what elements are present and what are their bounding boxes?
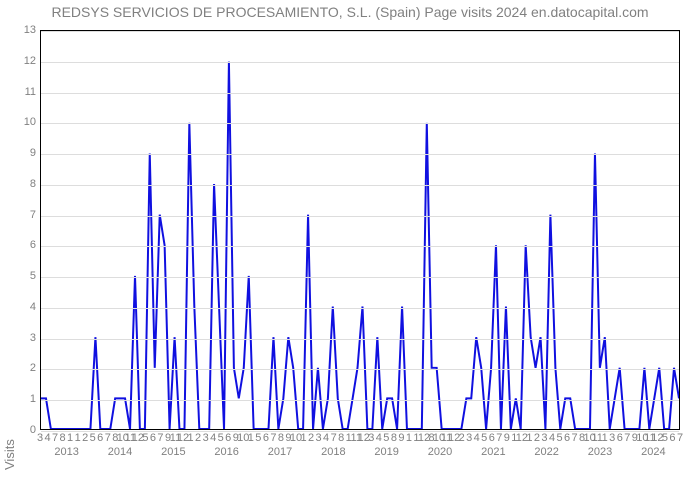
x-tick-minor-label: 6 — [150, 432, 156, 444]
y-tick-label: 5 — [6, 270, 36, 282]
x-tick-minor-label: 8 — [338, 432, 344, 444]
y-tick-label: 3 — [6, 332, 36, 344]
x-tick-minor-label: 8 — [391, 432, 397, 444]
x-tick-minor-label: 4 — [323, 432, 329, 444]
x-tick-minor-label: 5 — [90, 432, 96, 444]
x-tick-minor-label: 7 — [624, 432, 630, 444]
x-tick-minor-label: 7 — [331, 432, 337, 444]
gridline — [41, 216, 679, 217]
x-tick-minor-label: 3 — [316, 432, 322, 444]
gridline — [41, 154, 679, 155]
y-tick-label: 11 — [6, 86, 36, 98]
x-tick-minor-label: 2 — [82, 432, 88, 444]
y-tick-label: 8 — [6, 178, 36, 190]
gridline — [41, 62, 679, 63]
chart-title: REDSYS SERVICIOS DE PROCESAMIENTO, S.L. … — [0, 4, 700, 20]
y-axis-label: Visits — [2, 439, 17, 470]
gridline — [41, 308, 679, 309]
x-tick-minor-label: 7 — [157, 432, 163, 444]
x-tick-minor-label: 2 — [308, 432, 314, 444]
x-tick-minor-label: 6 — [564, 432, 570, 444]
x-tick-year-label: 2019 — [374, 446, 398, 458]
x-tick-minor-label: 6 — [669, 432, 675, 444]
x-tick-minor-label: 2 — [195, 432, 201, 444]
y-tick-label: 6 — [6, 239, 36, 251]
x-tick-minor-label: 8 — [278, 432, 284, 444]
x-tick-year-label: 2022 — [534, 446, 558, 458]
x-tick-minor-label: 6 — [489, 432, 495, 444]
y-tick-label: 4 — [6, 301, 36, 313]
gridline — [41, 123, 679, 124]
x-tick-minor-label: 6 — [617, 432, 623, 444]
x-tick-minor-label: 5 — [218, 432, 224, 444]
x-tick-minor-label: 3 — [368, 432, 374, 444]
x-tick-minor-label: 6 — [97, 432, 103, 444]
gridline — [41, 369, 679, 370]
x-tick-minor-label: 6 — [225, 432, 231, 444]
x-tick-minor-label: 7 — [52, 432, 58, 444]
x-tick-minor-label: 3 — [466, 432, 472, 444]
x-tick-year-label: 2014 — [108, 446, 132, 458]
x-tick-year-label: 2023 — [588, 446, 612, 458]
x-tick-year-label: 2016 — [214, 446, 238, 458]
x-tick-year-label: 2018 — [321, 446, 345, 458]
x-tick-minor-label: 2 — [459, 432, 465, 444]
y-tick-label: 9 — [6, 147, 36, 159]
x-tick-minor-label: 9 — [504, 432, 510, 444]
x-tick-minor-label: 5 — [255, 432, 261, 444]
y-tick-label: 12 — [6, 55, 36, 67]
x-tick-minor-label: 7 — [677, 432, 683, 444]
x-tick-minor-label: 9 — [398, 432, 404, 444]
x-tick-minor-label: 3 — [609, 432, 615, 444]
x-tick-year-label: 2015 — [161, 446, 185, 458]
chart-plot-area — [40, 30, 680, 430]
x-tick-minor-label: 5 — [142, 432, 148, 444]
x-tick-minor-label: 1 — [248, 432, 254, 444]
x-tick-minor-label: 4 — [44, 432, 50, 444]
x-tick-minor-label: 4 — [376, 432, 382, 444]
x-tick-minor-label: 7 — [496, 432, 502, 444]
y-tick-label: 2 — [6, 362, 36, 374]
gridline — [41, 246, 679, 247]
x-tick-minor-label: 1 — [67, 432, 73, 444]
x-tick-minor-label: 7 — [572, 432, 578, 444]
x-tick-minor-label: 1 — [75, 432, 81, 444]
x-tick-minor-label: 5 — [383, 432, 389, 444]
x-tick-minor-label: 1 — [602, 432, 608, 444]
x-tick-minor-label: 2 — [534, 432, 540, 444]
x-tick-minor-label: 7 — [270, 432, 276, 444]
gridline — [41, 400, 679, 401]
gridline — [41, 93, 679, 94]
x-tick-minor-label: 5 — [481, 432, 487, 444]
gridline — [41, 185, 679, 186]
x-tick-minor-label: 1 — [188, 432, 194, 444]
x-tick-minor-label: 7 — [105, 432, 111, 444]
x-tick-minor-label: 1 — [526, 432, 532, 444]
x-tick-minor-label: 4 — [474, 432, 480, 444]
x-tick-minor-label: 5 — [662, 432, 668, 444]
x-tick-year-label: 2017 — [268, 446, 292, 458]
gridline — [41, 339, 679, 340]
y-tick-label: 0 — [6, 424, 36, 436]
x-tick-year-label: 2021 — [481, 446, 505, 458]
x-tick-minor-label: 1 — [300, 432, 306, 444]
x-tick-year-label: 2020 — [428, 446, 452, 458]
x-tick-year-label: 2013 — [54, 446, 78, 458]
x-tick-minor-label: 4 — [210, 432, 216, 444]
x-tick-minor-label: 1 — [406, 432, 412, 444]
x-tick-minor-label: 5 — [556, 432, 562, 444]
gridline — [41, 31, 679, 32]
y-tick-label: 7 — [6, 209, 36, 221]
x-tick-minor-label: 3 — [203, 432, 209, 444]
y-tick-label: 13 — [6, 24, 36, 36]
y-tick-label: 10 — [6, 116, 36, 128]
x-tick-minor-label: 6 — [263, 432, 269, 444]
x-tick-year-label: 2024 — [641, 446, 665, 458]
x-tick-minor-label: 3 — [541, 432, 547, 444]
y-tick-label: 1 — [6, 393, 36, 405]
x-tick-minor-label: 3 — [37, 432, 43, 444]
x-tick-minor-label: 4 — [549, 432, 555, 444]
gridline — [41, 277, 679, 278]
x-tick-minor-label: 8 — [60, 432, 66, 444]
